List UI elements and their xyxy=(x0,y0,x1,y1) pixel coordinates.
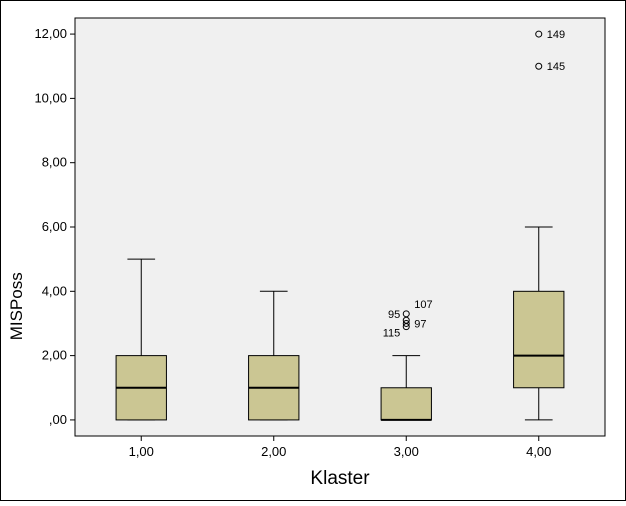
outlier-label: 149 xyxy=(547,29,565,41)
outlier-label: 115 xyxy=(383,328,401,340)
x-tick-label: 3,00 xyxy=(394,444,419,459)
y-tick-label: ,00 xyxy=(49,412,67,427)
outlier-label: 95 xyxy=(388,309,400,321)
y-tick-label: 2,00 xyxy=(42,348,67,363)
x-tick-label: 1,00 xyxy=(129,444,154,459)
y-tick-label: 10,00 xyxy=(34,90,67,105)
y-tick-label: 6,00 xyxy=(42,219,67,234)
y-tick-label: 8,00 xyxy=(42,155,67,170)
y-tick-label: 4,00 xyxy=(42,283,67,298)
chart-svg: ,00 2,00 4,00 6,00 8,00 10,00 12,00 MISPoss 1,00… xyxy=(0,0,626,501)
box xyxy=(514,291,564,387)
boxplot-chart: ,00 2,00 4,00 6,00 8,00 10,00 12,00 MISPoss 1,00… xyxy=(0,0,626,506)
outlier-label: 145 xyxy=(547,61,565,73)
x-tick-label: 2,00 xyxy=(261,444,286,459)
box xyxy=(381,388,431,420)
x-tick-label: 4,00 xyxy=(526,444,551,459)
x-axis-label: Klaster xyxy=(310,468,370,489)
y-axis-label: MISPoss xyxy=(7,272,26,340)
outlier-label: 107 xyxy=(414,299,432,311)
y-tick-label: 12,00 xyxy=(34,26,67,41)
outlier-label: 97 xyxy=(414,318,426,330)
